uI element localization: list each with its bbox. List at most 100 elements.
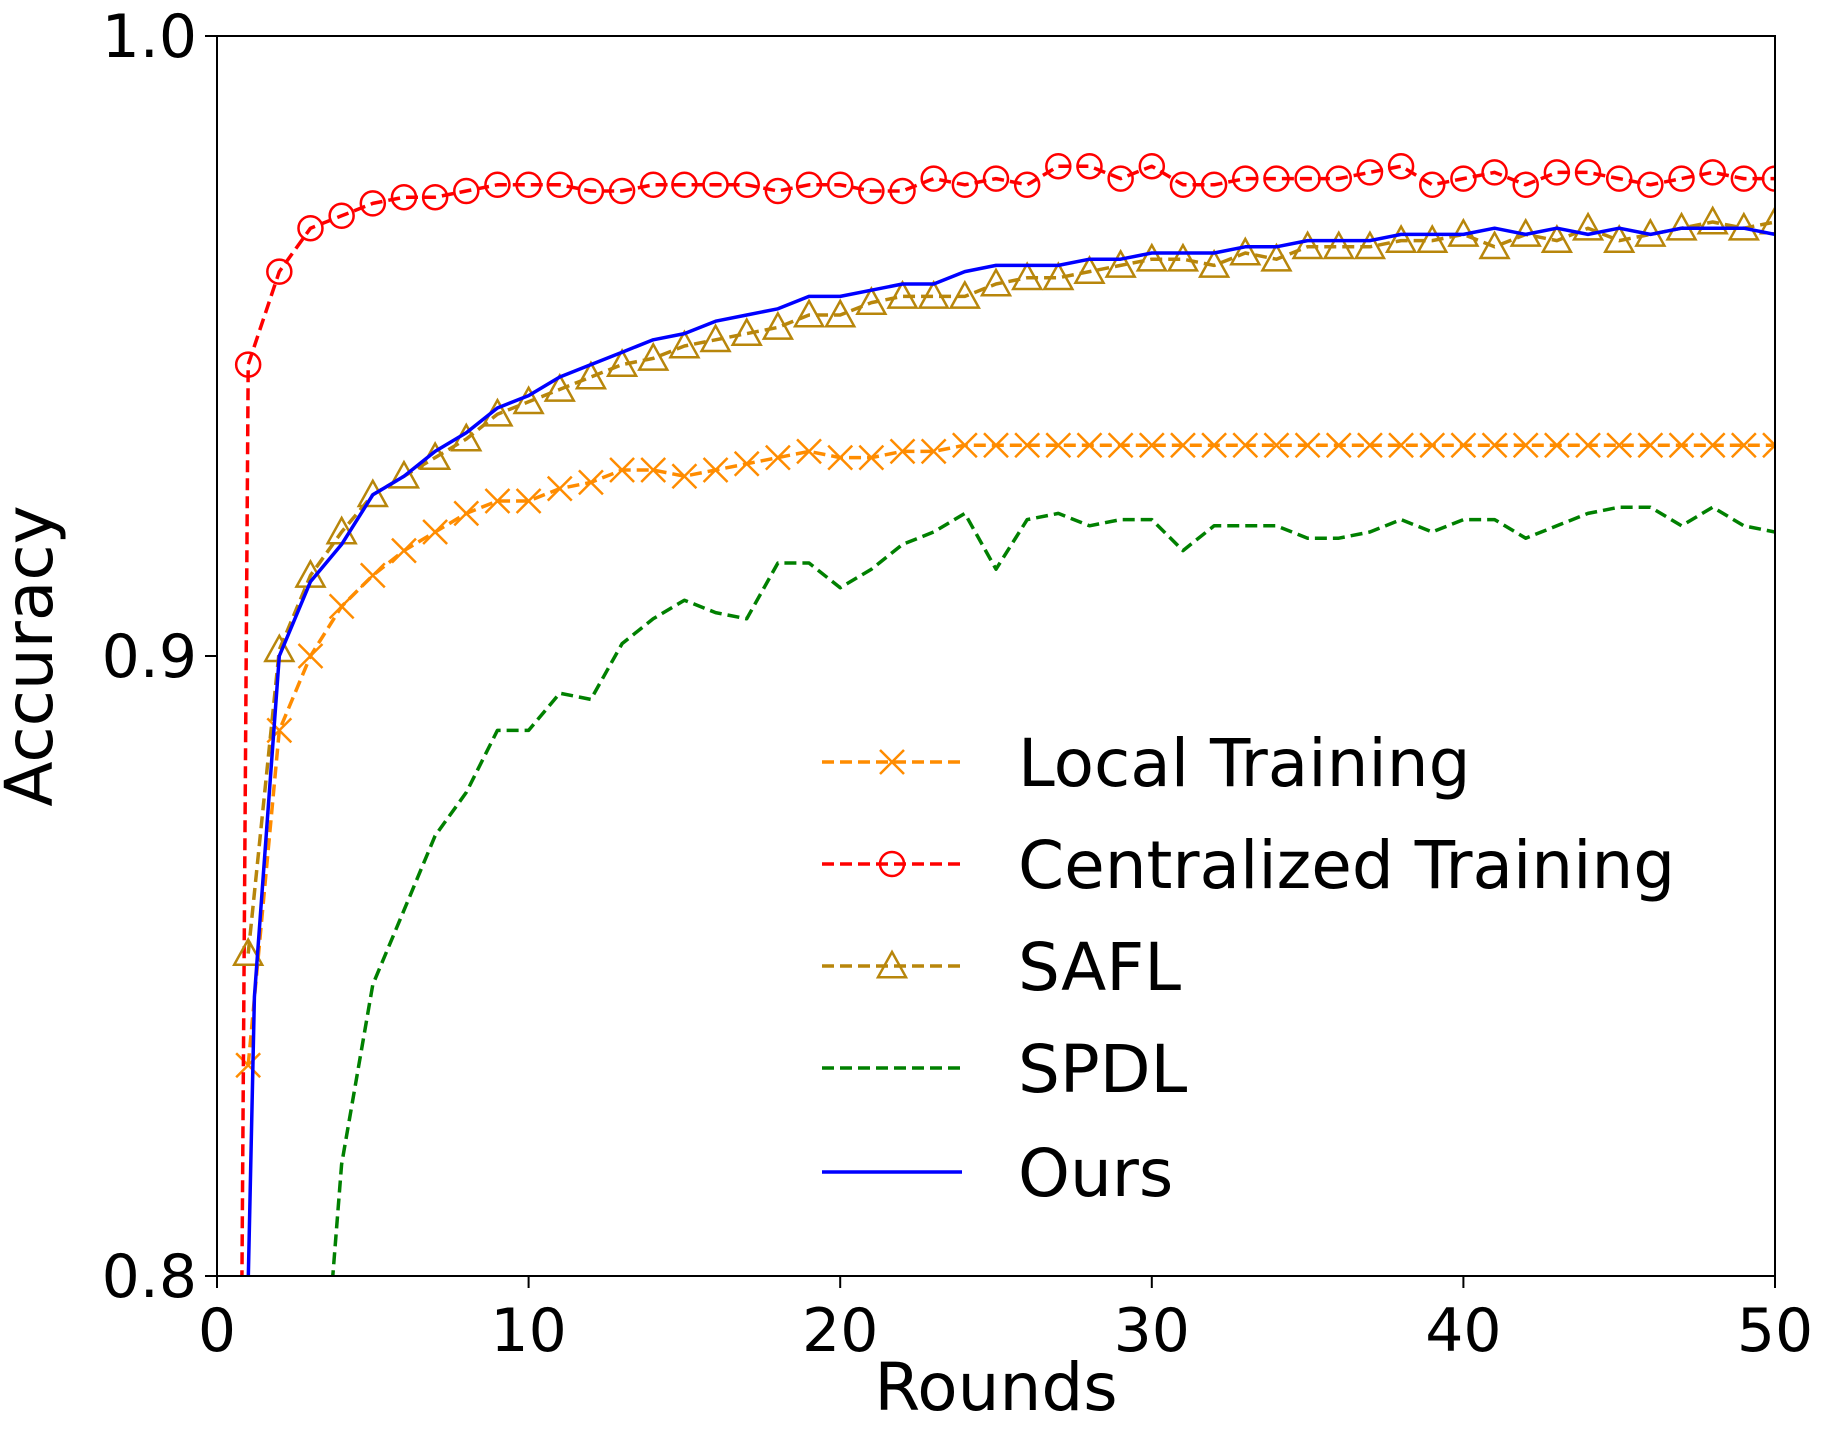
data-point bbox=[484, 171, 511, 199]
x-tick-label: 10 bbox=[490, 1296, 566, 1366]
legend-item: SAFL bbox=[822, 929, 1181, 1006]
data-point bbox=[1353, 230, 1387, 260]
data-point bbox=[1605, 165, 1633, 192]
data-point bbox=[1761, 165, 1775, 192]
data-point bbox=[1762, 432, 1775, 459]
data-point bbox=[297, 643, 324, 669]
data-point bbox=[1603, 224, 1636, 254]
data-point bbox=[699, 323, 732, 353]
data-point bbox=[515, 488, 542, 514]
data-point bbox=[1011, 261, 1044, 291]
data-point bbox=[1450, 165, 1477, 192]
data-point bbox=[1169, 171, 1197, 199]
data-point bbox=[1197, 248, 1231, 278]
data-point bbox=[983, 432, 1009, 459]
data-point bbox=[733, 450, 760, 477]
data-point bbox=[453, 177, 480, 205]
data-point bbox=[1263, 432, 1290, 459]
legend-label: Ours bbox=[1018, 1135, 1173, 1212]
data-point bbox=[639, 171, 667, 199]
data-point bbox=[948, 279, 981, 309]
data-point bbox=[1073, 255, 1106, 285]
data-point bbox=[917, 279, 950, 309]
data-point bbox=[515, 171, 542, 199]
data-point bbox=[1384, 224, 1418, 254]
data-point bbox=[1263, 165, 1290, 192]
data-point bbox=[889, 177, 916, 205]
data-point bbox=[1045, 152, 1072, 180]
data-point bbox=[605, 348, 639, 378]
series-line bbox=[331, 505, 1775, 1276]
plot-frame bbox=[216, 35, 1776, 1277]
x-axis-title: Rounds bbox=[874, 1349, 1117, 1426]
data-point bbox=[858, 177, 885, 205]
data-point bbox=[453, 500, 480, 527]
series-spdl bbox=[331, 505, 1775, 1276]
ticks-layer: 0 10 20 30 40 50 0.8 0.9 1.0 bbox=[102, 2, 1814, 1366]
data-point bbox=[546, 475, 573, 502]
data-point bbox=[390, 183, 418, 211]
legend-item: Local Training bbox=[822, 725, 1470, 802]
data-point bbox=[764, 444, 791, 471]
data-point bbox=[234, 351, 262, 378]
x-tick-label: 40 bbox=[1425, 1296, 1501, 1366]
data-point bbox=[920, 165, 947, 192]
legend-label: Local Training bbox=[1018, 725, 1470, 802]
data-point bbox=[1045, 432, 1072, 459]
data-point bbox=[764, 177, 792, 205]
data-point bbox=[574, 360, 608, 390]
data-point bbox=[1543, 159, 1571, 186]
x-tick-label: 0 bbox=[198, 1296, 236, 1366]
data-point bbox=[920, 438, 947, 465]
data-point bbox=[1387, 152, 1415, 180]
data-point bbox=[1104, 248, 1137, 278]
data-point bbox=[1042, 261, 1075, 291]
legend-item: Centralized Training bbox=[822, 827, 1675, 904]
y-tick-label: 1.0 bbox=[102, 2, 197, 72]
data-point bbox=[1730, 165, 1758, 192]
data-point bbox=[796, 438, 822, 465]
series-centralized-training bbox=[234, 152, 1775, 1276]
legend: Local Training Centralized Training SAFL SP… bbox=[822, 725, 1675, 1212]
data-point bbox=[1418, 171, 1446, 199]
x-tick-label: 30 bbox=[1114, 1296, 1190, 1366]
data-point bbox=[1166, 242, 1200, 272]
data-point bbox=[1388, 432, 1414, 459]
legend-item: Ours bbox=[822, 1135, 1173, 1212]
data-point bbox=[1232, 165, 1259, 192]
data-point bbox=[730, 317, 763, 347]
data-point bbox=[1013, 171, 1041, 199]
data-point bbox=[1571, 211, 1605, 241]
series-layer bbox=[232, 152, 1775, 1276]
legend-label: SPDL bbox=[1018, 1031, 1188, 1108]
data-point bbox=[1322, 230, 1355, 260]
data-point bbox=[1076, 432, 1103, 459]
data-point bbox=[1543, 432, 1570, 459]
data-point bbox=[979, 267, 1013, 297]
data-point bbox=[578, 469, 604, 496]
y-tick-label: 0.8 bbox=[102, 1242, 197, 1312]
data-point bbox=[637, 341, 670, 371]
data-point bbox=[1696, 205, 1729, 235]
data-point bbox=[1260, 242, 1293, 272]
data-point bbox=[826, 171, 854, 199]
data-point bbox=[1637, 171, 1664, 199]
data-point bbox=[1138, 152, 1166, 180]
data-point bbox=[1699, 159, 1726, 186]
y-tick-label: 0.9 bbox=[102, 622, 197, 692]
data-point bbox=[1325, 165, 1353, 192]
data-point bbox=[761, 310, 795, 340]
x-tick-label: 20 bbox=[802, 1296, 878, 1366]
data-point bbox=[671, 171, 698, 199]
series-line bbox=[246, 226, 1775, 1276]
data-point bbox=[1107, 165, 1134, 192]
data-point bbox=[1291, 230, 1324, 260]
data-point bbox=[1357, 432, 1383, 459]
data-point bbox=[297, 214, 324, 242]
data-point bbox=[855, 286, 888, 316]
data-point bbox=[702, 457, 729, 483]
data-point bbox=[577, 177, 605, 205]
data-point bbox=[668, 329, 701, 359]
y-axis-title: Accuracy bbox=[0, 505, 68, 806]
data-point bbox=[1758, 205, 1775, 235]
